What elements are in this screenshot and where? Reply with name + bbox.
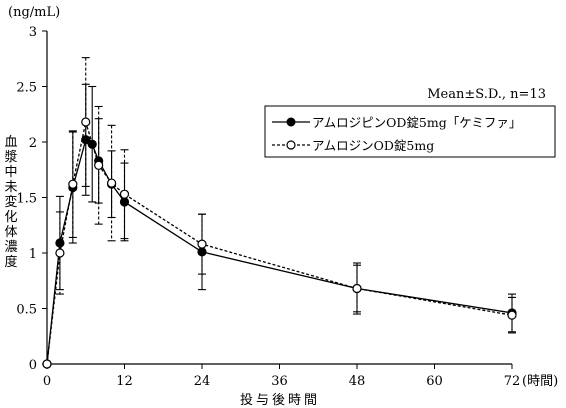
data-point [106, 178, 117, 188]
y-axis-label-char: 化 [4, 210, 17, 225]
y-ticks: 0 0.5 1 1.5 2 2.5 3 [16, 25, 47, 373]
data-point [352, 283, 362, 294]
y-axis-label-char: 未 [4, 180, 17, 195]
series-2 [42, 57, 517, 369]
y-axis-label-char: 漿 [4, 150, 17, 165]
data-point [87, 139, 97, 149]
y-tick-label: 3 [29, 25, 37, 40]
data-point [119, 189, 130, 199]
y-axis-label-char: 変 [4, 194, 17, 210]
y-axis-label-char: 濃 [4, 240, 17, 255]
data-point [94, 160, 104, 170]
y-tick-label: 1 [29, 247, 37, 262]
data-point [507, 310, 517, 320]
x-tick-label: 60 [426, 374, 443, 389]
x-tick-label: 36 [271, 374, 288, 389]
legend-marker-series-2 [286, 140, 296, 150]
legend-label-series-2: アムロジンOD錠5mg [312, 138, 434, 153]
legend-box [264, 105, 556, 158]
x-ticks: 0 12 24 36 48 60 72 [43, 364, 520, 389]
stats-annotation: Mean±S.D., n=13 [427, 87, 546, 102]
data-point [68, 179, 78, 189]
data-point [42, 359, 52, 369]
data-point [55, 248, 65, 258]
y-axis-label-char: 血 [4, 135, 17, 150]
y-tick-label: 0 [29, 358, 37, 373]
legend-marker-series-1 [286, 117, 296, 127]
legend: アムロジピンOD錠5mg「ケミファ」 アムロジンOD錠5mg [264, 105, 556, 158]
y-axis-label-char: 中 [4, 165, 17, 180]
y-tick-label: 0.5 [16, 303, 37, 318]
y-tick-label: 2 [29, 136, 37, 151]
series-line [46, 138, 513, 365]
x-tick-label: 24 [194, 374, 211, 389]
y-unit-label: (ng/mL) [8, 5, 60, 20]
series-layer [42, 57, 517, 369]
y-tick-label: 1.5 [16, 192, 37, 207]
y-axis-label-char: 体 [4, 225, 17, 240]
x-tick-label: 72 [504, 374, 521, 389]
series-line [46, 121, 513, 365]
legend-label-series-1: アムロジピンOD錠5mg「ケミファ」 [312, 115, 521, 130]
y-axis-label-char: 度 [4, 254, 17, 270]
data-point [197, 239, 207, 249]
x-tick-label: 48 [349, 374, 366, 389]
y-tick-label: 2.5 [16, 81, 37, 96]
data-point [81, 117, 91, 127]
x-axis-label: 投与後時間 [240, 392, 320, 408]
x-tick-label: 0 [43, 374, 51, 389]
x-tick-label: 12 [116, 374, 133, 389]
x-unit-label: (時間) [522, 374, 558, 389]
